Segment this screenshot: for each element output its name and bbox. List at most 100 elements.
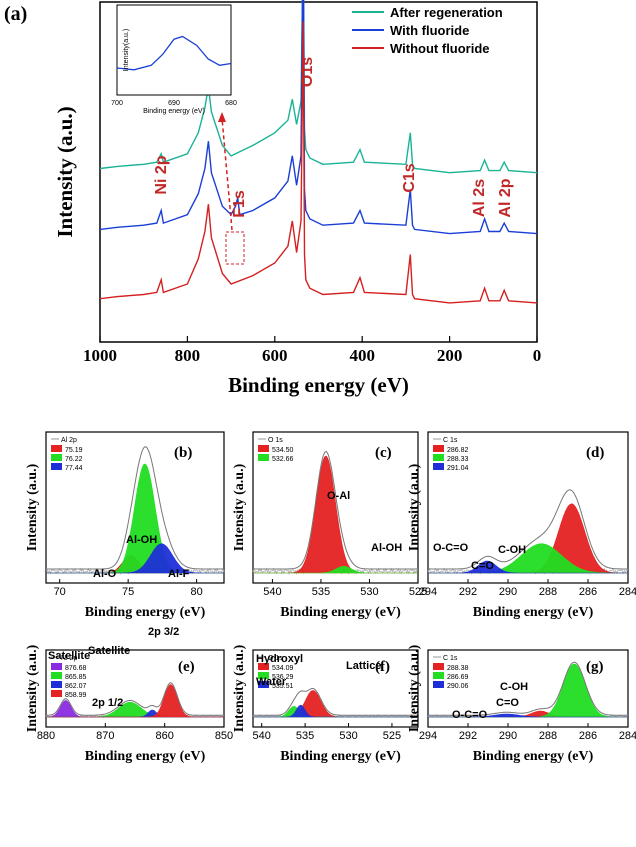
panel-label: (g): [586, 659, 604, 675]
envelope-line: [46, 682, 224, 716]
peak-annotation: Al-O: [93, 568, 117, 580]
peak-label: Ni 2p: [153, 155, 170, 194]
x-tick-label: 70: [54, 586, 66, 598]
x-tick-label: 540: [253, 730, 271, 742]
peak-annotation: Hydroxyl: [256, 653, 303, 665]
legend-label: 288.33: [447, 456, 469, 463]
legend-title: O 1s: [268, 655, 283, 662]
peak-annotation: 2p 1/2: [92, 697, 123, 709]
series-line-with-fluoride: [99, 0, 538, 235]
x-tick-label: 525: [409, 586, 427, 598]
x-tick-label: 540: [263, 586, 281, 598]
legend-swatch: [433, 681, 444, 688]
panel-f: 540 535 530 525 Binding energy (eV) Intensity…: [232, 644, 419, 764]
y-axis-title: Intensity (a.u.): [25, 463, 40, 551]
panel-e: 880 870 860 850 Binding energy (eV) Intensity…: [25, 626, 233, 764]
legend-label: 75.19: [65, 447, 83, 454]
x-tick-label: 292: [459, 730, 477, 742]
legend-swatch: [433, 454, 444, 461]
legend-label: Without fluoride: [390, 41, 490, 56]
legend-swatch: [258, 454, 269, 461]
x-axis-title: Binding energy (eV): [280, 749, 401, 764]
x-tick-label: 80: [190, 586, 202, 598]
peak-annotation: O-C=O: [433, 542, 469, 554]
legend-swatch: [51, 690, 62, 697]
peak-annotation: C-OH: [498, 544, 526, 556]
panel-g: 294 292 290 288 286 284 Binding energy (eV) Int…: [407, 644, 636, 764]
x-tick-label: 860: [155, 730, 173, 742]
x-tick-label: 288: [539, 730, 557, 742]
envelope-line: [428, 661, 628, 716]
legend-label: 536.29: [272, 674, 294, 681]
inset-arrow: [221, 117, 233, 231]
legend-swatch: [51, 663, 62, 670]
inset-x-title: Binding energy (eV): [143, 108, 205, 115]
legend-swatch: [433, 445, 444, 452]
x-tick-label: 850: [215, 730, 233, 742]
legend-label: 532.66: [272, 456, 294, 463]
x-tick-label: 290: [499, 586, 517, 598]
y-axis-title: Intensity (a.u.): [407, 644, 422, 732]
inset-tick-label: 700: [111, 100, 123, 107]
peak-annotation: Satellite: [88, 645, 130, 657]
peak-label: Al 2s: [471, 179, 488, 217]
x-axis-title: Binding energy (eV): [85, 605, 206, 620]
legend-swatch: [51, 463, 62, 470]
raw-background: [252, 714, 418, 719]
legend-title: O 1s: [268, 437, 283, 444]
x-tick-label: 800: [175, 346, 201, 365]
peak-annotation: Water: [256, 676, 287, 688]
x-tick-label: 284: [619, 730, 636, 742]
peak-fill-al-oh: [253, 566, 418, 574]
y-axis-title: Intensity (a.u.): [232, 644, 247, 732]
peak-annotation: C=O: [496, 697, 519, 709]
y-axis-title: Intensity (a.u.): [53, 106, 77, 237]
series-line-without-fluoride: [99, 21, 538, 304]
x-tick-label: 1000: [83, 346, 117, 365]
legend-label: 534.09: [272, 665, 294, 672]
legend-swatch: [433, 672, 444, 679]
x-tick-label: 880: [37, 730, 55, 742]
legend-swatch: [51, 681, 62, 688]
legend-swatch: [258, 663, 269, 670]
panel-c: 540 535 530 525 Binding energy (eV) Intensity…: [232, 431, 427, 620]
peak-label: O1s: [299, 57, 316, 87]
legend-label: 865.85: [65, 674, 87, 681]
peak-annotation: O-Al: [327, 490, 350, 502]
x-tick-label: 294: [419, 730, 437, 742]
legend-label: 76.22: [65, 456, 83, 463]
legend-swatch: [51, 445, 62, 452]
legend-label: 286.69: [447, 674, 469, 681]
panel-label: (e): [178, 659, 195, 675]
inset-line: [116, 35, 232, 71]
plot-frame: [252, 649, 419, 728]
legend-swatch: [51, 454, 62, 461]
peak-fill-o-c-o: [428, 713, 628, 718]
x-tick-label: 284: [619, 586, 636, 598]
panel-label: (c): [375, 445, 392, 461]
legend-swatch: [51, 672, 62, 679]
legend-label: After regeneration: [390, 5, 503, 20]
legend-title: Al 2p: [61, 437, 77, 444]
peak-label: Al 2p: [497, 178, 514, 217]
legend-label: 288.38: [447, 665, 469, 672]
legend-label: 290.06: [447, 683, 469, 690]
peak-annotation: 2p 3/2: [148, 626, 179, 638]
x-axis-title: Binding energy (eV): [473, 605, 594, 620]
x-tick-label: 530: [339, 730, 357, 742]
panel-label: (a): [4, 3, 27, 25]
legend-swatch: [433, 463, 444, 470]
x-tick-label: 400: [349, 346, 375, 365]
x-tick-label: 870: [96, 730, 114, 742]
x-tick-label: 525: [383, 730, 401, 742]
x-tick-label: 288: [539, 586, 557, 598]
peak-annotation: C=O: [471, 560, 494, 572]
x-tick-label: 200: [437, 346, 463, 365]
y-axis-title: Intensity (a.u.): [232, 463, 247, 551]
inset-arrow-head: [218, 112, 226, 122]
envelope-line: [253, 450, 418, 570]
inset-frame: [116, 4, 232, 96]
peak-fill-2p-3-2: [46, 684, 224, 718]
legend-swatch: [258, 445, 269, 452]
panel-label: (f): [375, 659, 390, 675]
